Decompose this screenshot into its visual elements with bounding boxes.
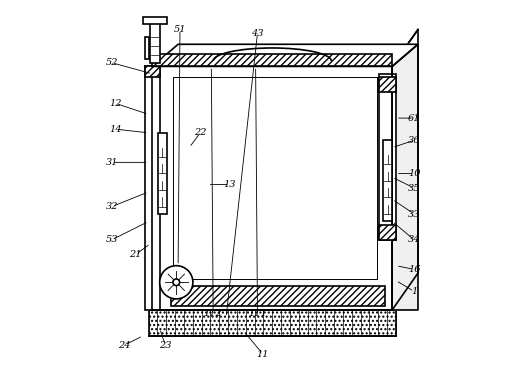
Bar (173, 74, 377, 279)
Bar (143, 17, 167, 24)
Text: 31: 31 (105, 158, 118, 167)
Bar (149, 310, 396, 336)
Bar (153, 66, 392, 310)
Text: 33: 33 (408, 210, 421, 218)
Bar (379, 77, 396, 92)
Text: 11: 11 (257, 350, 269, 359)
Bar (158, 133, 167, 214)
Bar (145, 66, 160, 77)
Text: 43: 43 (251, 29, 264, 38)
Text: 24: 24 (118, 341, 131, 349)
Text: 36: 36 (408, 136, 421, 145)
Text: 13: 13 (224, 180, 236, 189)
Text: 53: 53 (105, 235, 118, 244)
Text: 112: 112 (204, 309, 222, 318)
Text: 22: 22 (194, 128, 207, 137)
Bar (379, 74, 396, 240)
Text: 10: 10 (408, 169, 421, 178)
Bar (150, 18, 160, 63)
Text: 32: 32 (105, 202, 118, 211)
Text: 23: 23 (159, 341, 171, 349)
Bar (153, 54, 392, 66)
Circle shape (173, 279, 179, 286)
Text: 34: 34 (408, 235, 421, 244)
Bar (383, 140, 392, 221)
Polygon shape (153, 44, 418, 66)
Bar (171, 286, 385, 306)
Text: 35: 35 (408, 184, 421, 193)
Polygon shape (392, 44, 418, 310)
Text: 1: 1 (411, 287, 418, 296)
Text: 61: 61 (408, 114, 421, 123)
Text: 16: 16 (408, 265, 421, 274)
Bar (379, 225, 396, 240)
Text: 12: 12 (109, 99, 122, 108)
Bar (145, 37, 149, 59)
Text: 14: 14 (109, 125, 122, 134)
Text: 111: 111 (248, 309, 267, 318)
Bar (145, 66, 160, 310)
Text: 52: 52 (105, 58, 118, 67)
Text: 51: 51 (174, 25, 186, 34)
Text: 21: 21 (129, 250, 142, 259)
Circle shape (160, 266, 193, 299)
